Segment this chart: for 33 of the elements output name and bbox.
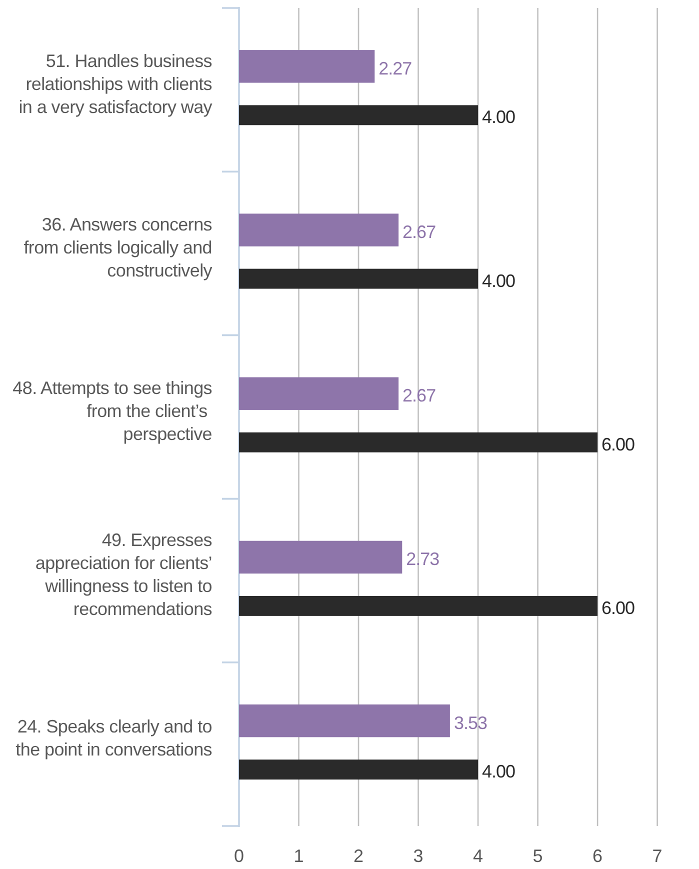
bar bbox=[239, 268, 478, 289]
bar bbox=[239, 704, 450, 738]
x-tick-label: 3 bbox=[413, 846, 424, 866]
data-label: 3.53 bbox=[454, 712, 488, 733]
bar bbox=[239, 432, 598, 452]
data-label: 6.00 bbox=[602, 434, 636, 454]
bar bbox=[239, 214, 399, 246]
data-label: 4.00 bbox=[482, 107, 516, 128]
bar bbox=[239, 50, 375, 83]
data-label: 2.67 bbox=[402, 386, 436, 406]
data-label: 4.00 bbox=[482, 270, 516, 291]
bar bbox=[239, 760, 478, 780]
y-tick-label: 49. Expresses appreciation for clients’ willingness to listen to recommendations bbox=[35, 530, 212, 620]
data-label: 4.00 bbox=[482, 762, 516, 782]
bar bbox=[239, 540, 402, 574]
bar bbox=[239, 105, 478, 126]
bar bbox=[239, 377, 399, 410]
x-tick-label: 5 bbox=[532, 846, 543, 866]
y-tick-label: 51. Handles business relationships with clients in a very satisfactory way bbox=[18, 50, 212, 117]
x-tick-label: 2 bbox=[354, 846, 364, 866]
x-tick-label: 4 bbox=[473, 846, 484, 866]
bar bbox=[239, 596, 598, 616]
data-label: 2.73 bbox=[406, 549, 440, 570]
data-label: 2.27 bbox=[378, 58, 412, 78]
x-tick-label: 1 bbox=[294, 846, 304, 866]
x-tick-label: 0 bbox=[234, 846, 244, 866]
data-label: 6.00 bbox=[602, 598, 636, 618]
y-tick-label: 48. Attempts to see things from the client’s perspective bbox=[12, 378, 212, 444]
x-tick-label: 7 bbox=[652, 846, 662, 866]
x-tick-label: 6 bbox=[592, 846, 603, 866]
data-label: 2.67 bbox=[402, 222, 436, 242]
y-tick-label: 36. Answers concerns from clients logically and constructively bbox=[24, 214, 212, 280]
y-tick-label: 24. Speaks clearly and to the point in conversations bbox=[16, 716, 212, 760]
